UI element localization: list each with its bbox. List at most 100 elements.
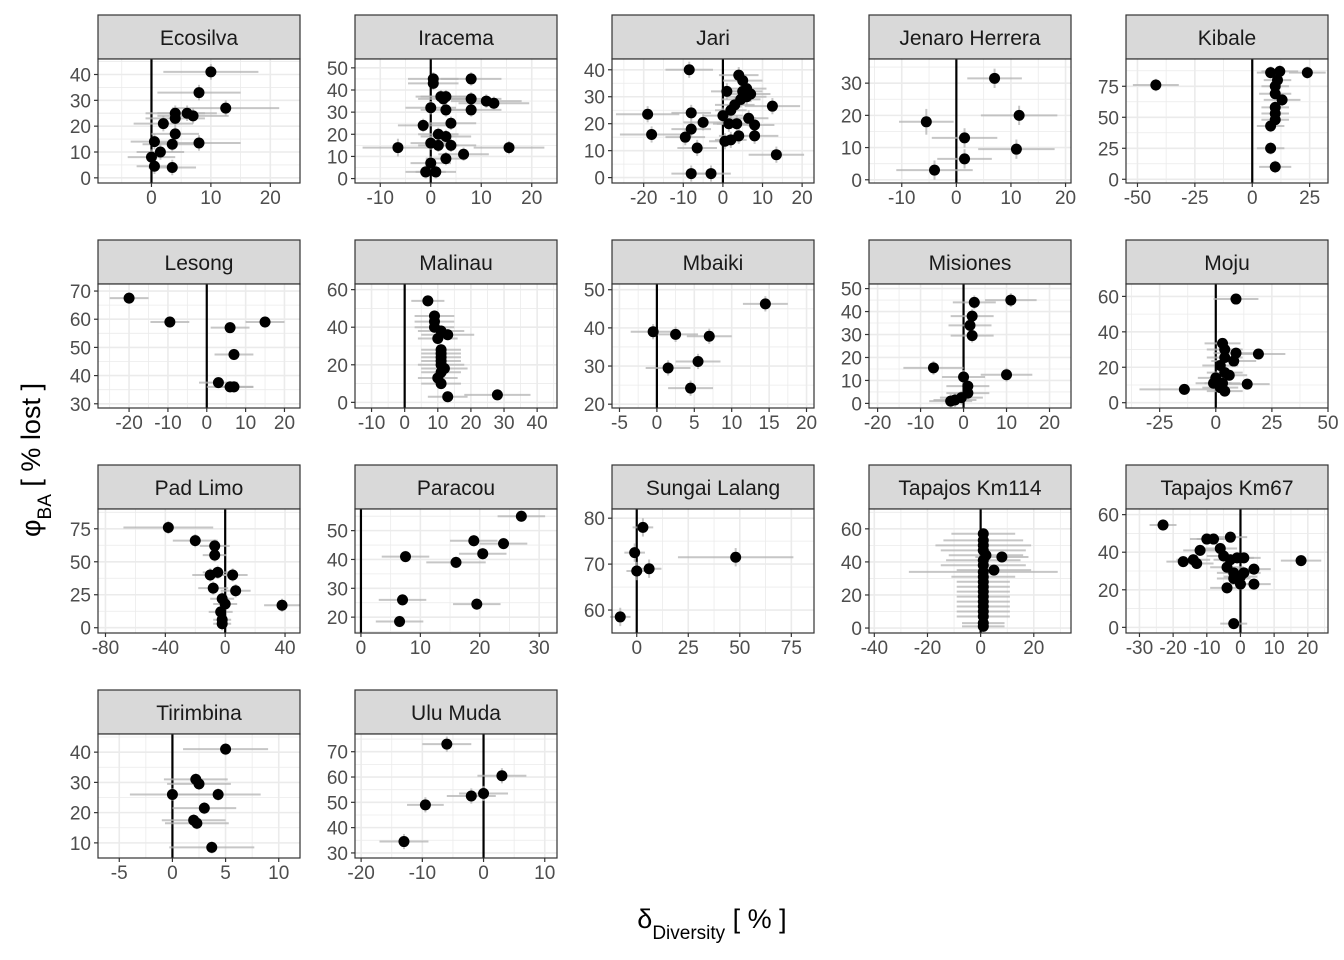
facet-panel: Ulu Muda -20 -10 0 10 30 40 50 60 70 [327,689,558,884]
data-point [723,118,735,130]
x-tick-label: 25 [1299,188,1320,209]
y-tick-label: 40 [1098,543,1119,564]
data-point [397,594,409,606]
y-tick-label: 10 [841,139,862,160]
data-point [1238,552,1250,564]
facet-panel: Jari -20 -10 0 10 20 0 10 20 30 40 [584,14,815,209]
data-point [441,738,453,750]
facet-strip [354,464,558,510]
data-point [498,538,510,550]
x-tick-label: -20 [115,413,142,434]
facet-strip-label: Paracou [417,477,495,500]
x-tick-label: -10 [409,863,436,884]
facet-panel: Lesong -20 -10 0 10 20 30 40 50 60 70 [70,239,301,434]
data-point [964,319,976,331]
panel-border [97,283,301,409]
data-point [1248,578,1260,590]
x-tick-label: 20 [1039,413,1060,434]
data-point [1223,369,1235,381]
data-point [458,148,470,160]
data-point [1228,618,1240,630]
x-tick-label: -25 [1146,413,1173,434]
panel-border [97,508,301,634]
data-point [425,102,437,114]
data-point [1178,383,1190,395]
y-tick-label: 70 [327,743,348,764]
data-point [145,151,157,163]
x-tick-label: 25 [678,638,699,659]
data-point [212,377,224,389]
facet-panel: Sungai Lalang 0 25 50 75 60 70 80 [584,464,815,659]
x-tick-label: 0 [220,638,231,659]
data-point [725,104,737,116]
facet-strip-label: Jari [696,27,730,50]
data-point [1295,555,1307,567]
y-tick-label: 30 [584,88,605,109]
data-point [193,87,205,99]
y-tick-label: 40 [584,61,605,82]
x-tick-label: 10 [410,638,431,659]
x-tick-label: 20 [260,188,281,209]
x-tick-label: 0 [951,188,962,209]
facet-strip-label: Iracema [418,27,494,50]
y-tick-label: 20 [327,125,348,146]
y-tick-label: 20 [1098,581,1119,602]
x-tick-label: 20 [521,188,542,209]
data-point [1276,94,1288,106]
facet-strip [97,464,301,510]
y-tick-label: 80 [584,509,605,530]
y-tick-label: 40 [841,553,862,574]
facet-strip [97,14,301,60]
x-tick-label: 0 [478,863,489,884]
panel-border [97,58,301,184]
data-point [629,547,641,559]
data-point [420,166,432,178]
x-tick-label: 0 [425,188,436,209]
x-tick-label: 0 [1210,413,1221,434]
x-tick-label: 0 [399,413,410,434]
facet-strip [611,239,815,285]
data-point [515,510,527,522]
data-point [468,535,480,547]
data-point [692,355,704,367]
x-tick-label: 5 [220,863,231,884]
x-tick-label: 30 [529,638,550,659]
facet-panel: Mbaiki -5 0 5 10 15 20 20 30 40 50 [584,239,817,434]
data-point [440,153,452,165]
x-tick-label: 20 [792,188,813,209]
panel-border [1125,283,1329,409]
data-point [228,348,240,360]
data-point [977,620,989,632]
x-tick-label: 0 [958,413,969,434]
data-point [1269,161,1281,173]
data-point [1248,563,1260,575]
x-tick-label: -20 [347,863,374,884]
data-point [169,128,181,140]
data-point [679,131,691,143]
data-point [614,611,626,623]
data-point [929,164,941,176]
x-tick-label: 0 [356,638,367,659]
data-point [1230,293,1242,305]
data-point [703,330,715,342]
data-point [920,116,932,128]
y-tick-label: 10 [70,834,91,855]
x-tick-label: 0 [1247,188,1258,209]
facet-strip-label: Moju [1204,252,1250,275]
x-tick-label: 0 [975,638,986,659]
x-tick-label: 50 [729,638,750,659]
x-axis-title-sub: Diversity [652,923,725,944]
facet-strip-label: Tirimbina [156,702,242,725]
x-tick-label: -10 [888,188,915,209]
y-tick-label: 20 [70,804,91,825]
data-point [207,582,219,594]
x-tick-label: -20 [864,413,891,434]
x-tick-label: 15 [759,413,780,434]
data-point [683,64,695,76]
x-axis-title: δDiversity [ % ] [637,904,786,944]
y-tick-label: 60 [327,768,348,789]
data-point [1274,65,1286,77]
x-tick-label: -20 [630,188,657,209]
y-tick-label: 60 [70,310,91,331]
data-point [442,391,454,403]
